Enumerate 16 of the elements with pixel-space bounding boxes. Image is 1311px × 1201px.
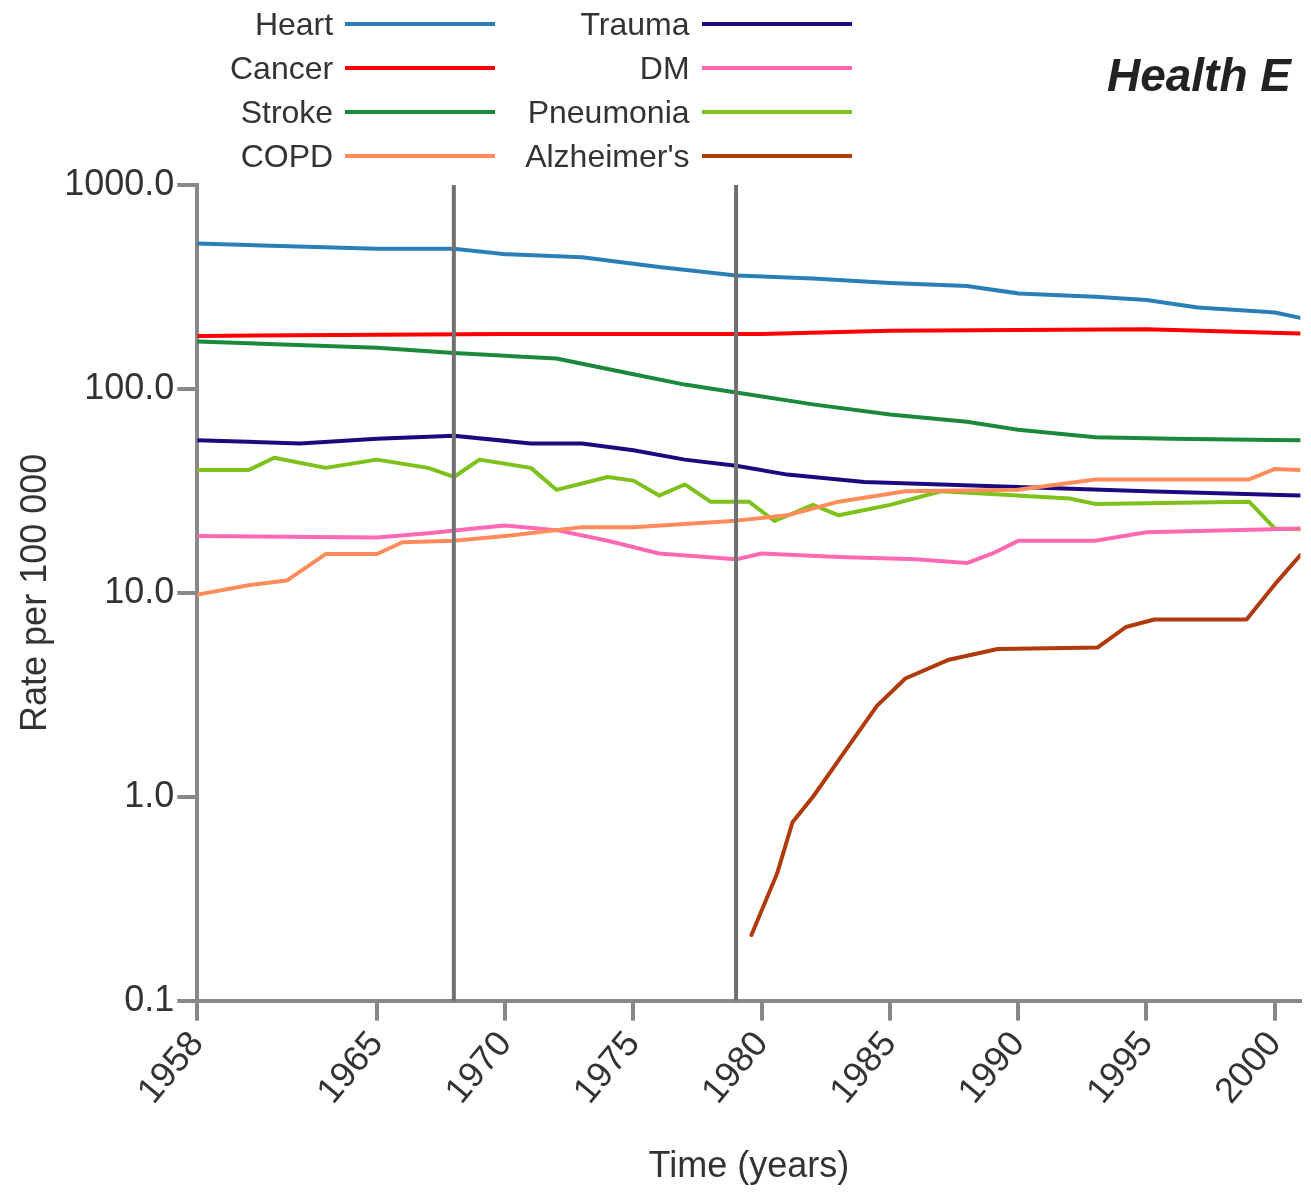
legend-label: DM xyxy=(639,49,690,87)
y-tick-label: 100.0 xyxy=(84,365,175,407)
y-axis-title: Rate per 100 000 xyxy=(12,453,54,732)
legend-label: Cancer xyxy=(230,49,334,87)
legend-label: Stroke xyxy=(240,93,334,131)
legend-label: Alzheimer's xyxy=(525,137,690,175)
y-tick-label: 1000.0 xyxy=(64,161,175,203)
x-axis-title: Time (years) xyxy=(648,1144,850,1186)
legend-label: Trauma xyxy=(580,5,690,43)
y-tick-label: 0.1 xyxy=(124,977,175,1019)
legend-label: COPD xyxy=(240,137,334,175)
y-tick-label: 1.0 xyxy=(124,773,175,815)
chart-title: Health E xyxy=(1106,48,1293,102)
legend-label: Heart xyxy=(254,5,334,43)
legend-label: Pneumonia xyxy=(527,93,690,131)
y-tick-label: 10.0 xyxy=(104,569,175,611)
